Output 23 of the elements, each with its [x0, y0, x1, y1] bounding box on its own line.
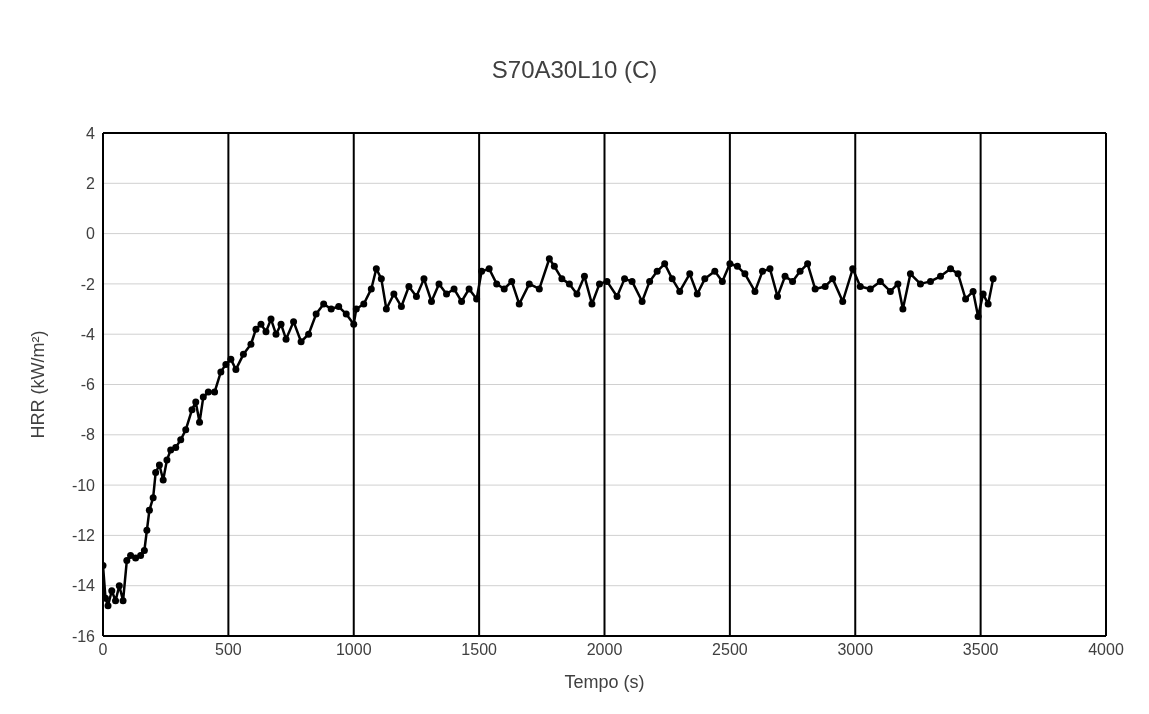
y-axis-title: HRR (kW/m²): [28, 330, 49, 439]
chart-title: S70A30L10 (C): [490, 56, 659, 84]
y-tick-label: -6: [80, 376, 96, 394]
y-tick-label: -16: [71, 627, 96, 645]
x-tick-label: 1500: [461, 641, 498, 659]
y-tick-label: -10: [71, 476, 96, 494]
x-tick-label: 500: [215, 641, 242, 659]
y-tick-label: -2: [80, 275, 96, 293]
y-tick-label: -12: [71, 527, 96, 545]
x-tick-label: 2000: [586, 641, 623, 659]
x-tick-label: 3500: [962, 641, 999, 659]
x-tick-label: 4000: [1088, 641, 1124, 659]
x-tick-label: 2500: [712, 641, 748, 659]
x-tick-label: 1000: [335, 641, 372, 659]
y-tick-label: 0: [86, 225, 96, 243]
y-tick-label: -14: [71, 577, 96, 595]
y-tick-label: 4: [86, 124, 96, 142]
x-tick-label: 0: [98, 641, 108, 659]
x-tick-label: 3000: [837, 641, 874, 659]
y-tick-label: -4: [80, 325, 96, 343]
y-tick-label: 2: [86, 174, 96, 192]
y-tick-label: -8: [80, 426, 96, 444]
x-axis-title: Tempo (s): [564, 672, 645, 692]
